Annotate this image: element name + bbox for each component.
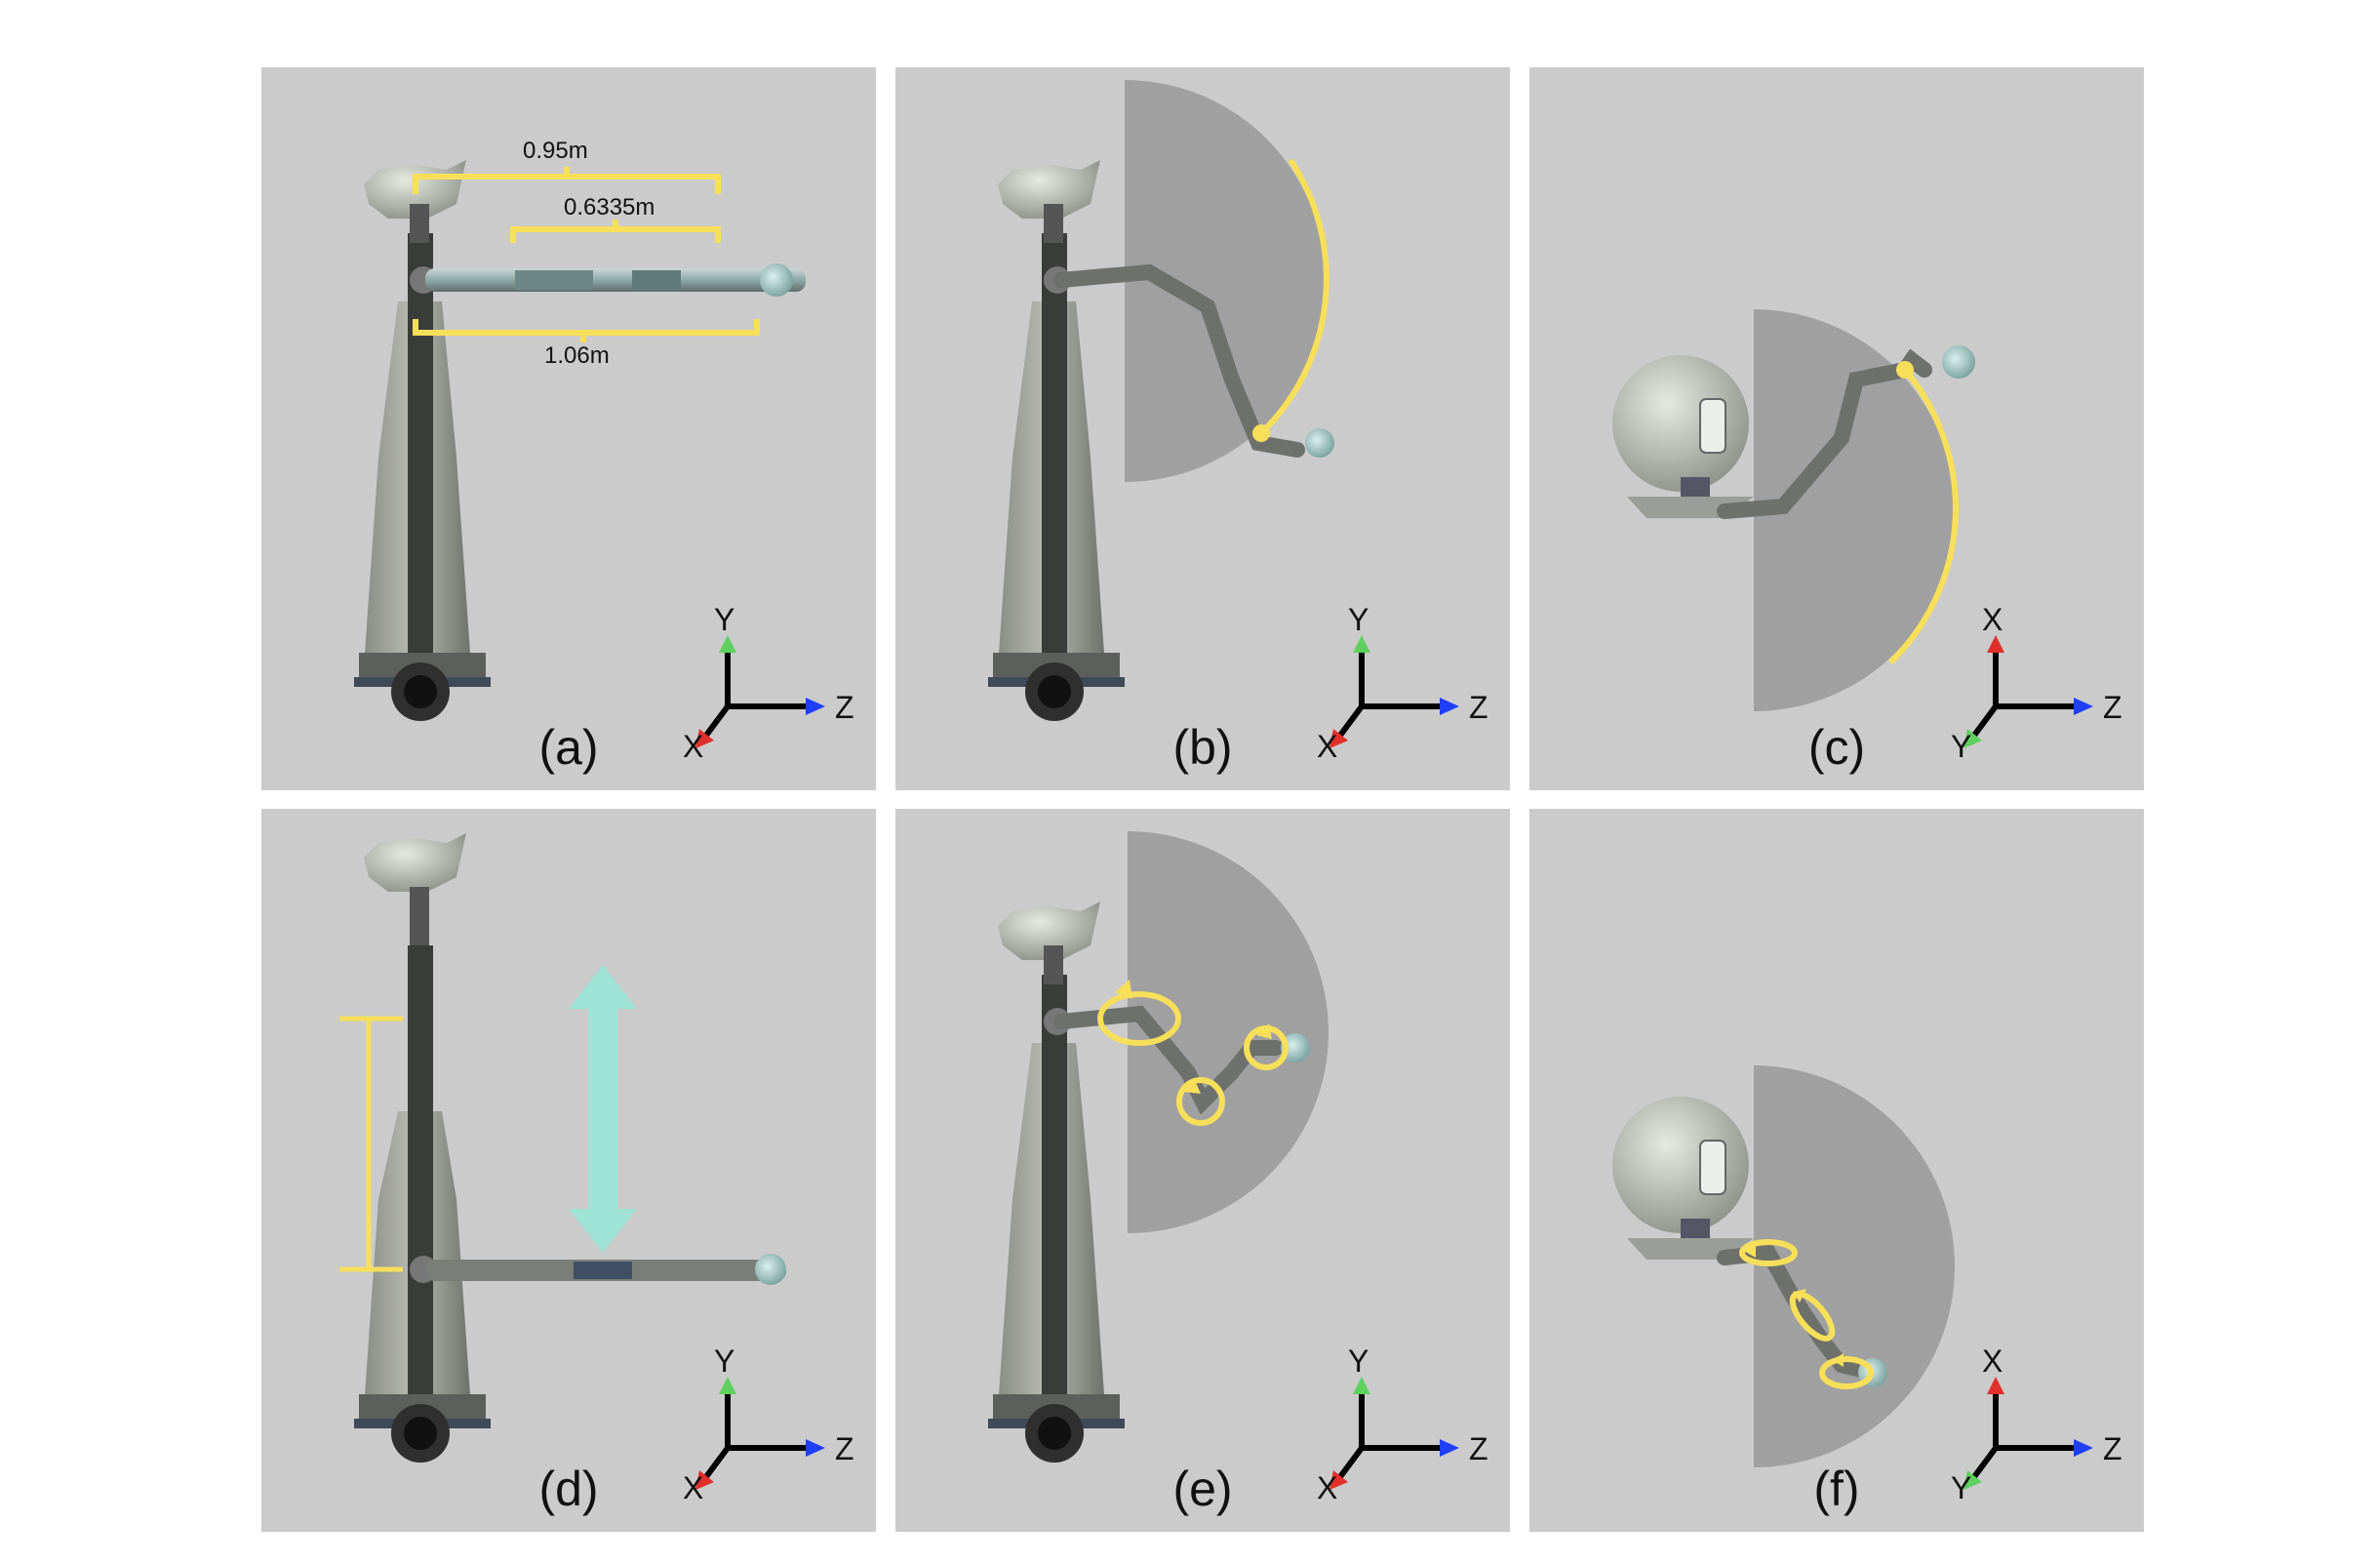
axis-label-diag: X xyxy=(1317,729,1338,764)
robot-side-view xyxy=(988,902,1125,1463)
workspace-semicircle xyxy=(1754,309,1955,711)
axis-label-right: Z xyxy=(2103,690,2122,725)
workspace-semicircle xyxy=(1128,831,1329,1233)
robot-top-view xyxy=(1612,1097,1754,1260)
axis-label-right: Z xyxy=(1469,1431,1488,1466)
panel-c-drawing xyxy=(1612,309,2093,748)
robot-arm-extended xyxy=(425,263,806,297)
panel-f: X Z Y (f) xyxy=(1529,809,2144,1532)
workspace-semicircle xyxy=(1754,1065,1955,1467)
robot-arm-extended xyxy=(425,1254,786,1285)
panel-label: (e) xyxy=(1172,1462,1233,1516)
axis-label-diag: X xyxy=(683,1470,704,1505)
axis-label-right: Z xyxy=(2103,1431,2122,1466)
axis-label-up: X xyxy=(1982,602,2003,637)
axis-label-diag: X xyxy=(683,729,704,764)
lift-arrow xyxy=(569,965,637,1253)
robot-arm-bent xyxy=(1053,263,1305,458)
panel-a: 0.95m 0.6335m 1.06m Y Z X (a) xyxy=(261,67,876,790)
axis-label-up: Y xyxy=(1348,602,1369,637)
axis-label-up: Y xyxy=(714,1344,735,1379)
lift-range-bracket xyxy=(339,1016,403,1272)
panel-e: Y Z X (e) xyxy=(895,809,1510,1532)
axis-label-right: Z xyxy=(1469,690,1488,725)
axis-label-up: Y xyxy=(1348,1344,1369,1379)
panel-c: X Z Y (c) xyxy=(1529,67,2144,790)
reach-arc xyxy=(1887,368,1959,665)
robot-side-view xyxy=(354,160,491,721)
panel-b-drawing xyxy=(988,80,1459,748)
dim-label-middle: 0.6335m xyxy=(564,194,655,221)
dim-label-bottom: 1.06m xyxy=(544,342,610,369)
panel-label: (b) xyxy=(1172,720,1233,775)
panel-label: (f) xyxy=(1813,1462,1860,1516)
dim-label-top: 0.95m xyxy=(523,138,588,164)
axis-label-right: Z xyxy=(835,690,854,725)
reach-arc xyxy=(1258,158,1329,436)
panel-label: (a) xyxy=(538,720,599,775)
robot-arm-bent xyxy=(1053,1005,1284,1115)
panel-d: Y Z X (d) xyxy=(261,809,876,1532)
axis-label-up: X xyxy=(1982,1344,2003,1379)
axis-label-diag: Y xyxy=(1951,1470,1972,1505)
axis-label-right: Z xyxy=(835,1431,854,1466)
axis-label-diag: X xyxy=(1317,1470,1338,1505)
panel-label: (d) xyxy=(538,1462,599,1516)
dimension-brackets xyxy=(413,167,760,342)
robot-arm-top xyxy=(1717,348,1932,519)
panel-a-drawing xyxy=(354,160,825,748)
axis-label-up: Y xyxy=(714,602,735,637)
robot-side-view xyxy=(988,160,1125,721)
rotation-indicators xyxy=(1739,1239,1874,1389)
panel-e-drawing xyxy=(988,831,1459,1490)
panel-f-drawing xyxy=(1612,1065,2093,1490)
panel-b: Y Z X (b) xyxy=(895,67,1510,790)
axis-label-diag: Y xyxy=(1951,729,1972,764)
panel-label: (c) xyxy=(1807,720,1866,775)
robot-side-view xyxy=(354,833,491,1463)
workspace-semicircle xyxy=(1125,80,1326,482)
panel-d-drawing xyxy=(339,833,825,1490)
robot-arm-top xyxy=(1717,1244,1869,1378)
robot-top-view xyxy=(1612,355,1754,518)
